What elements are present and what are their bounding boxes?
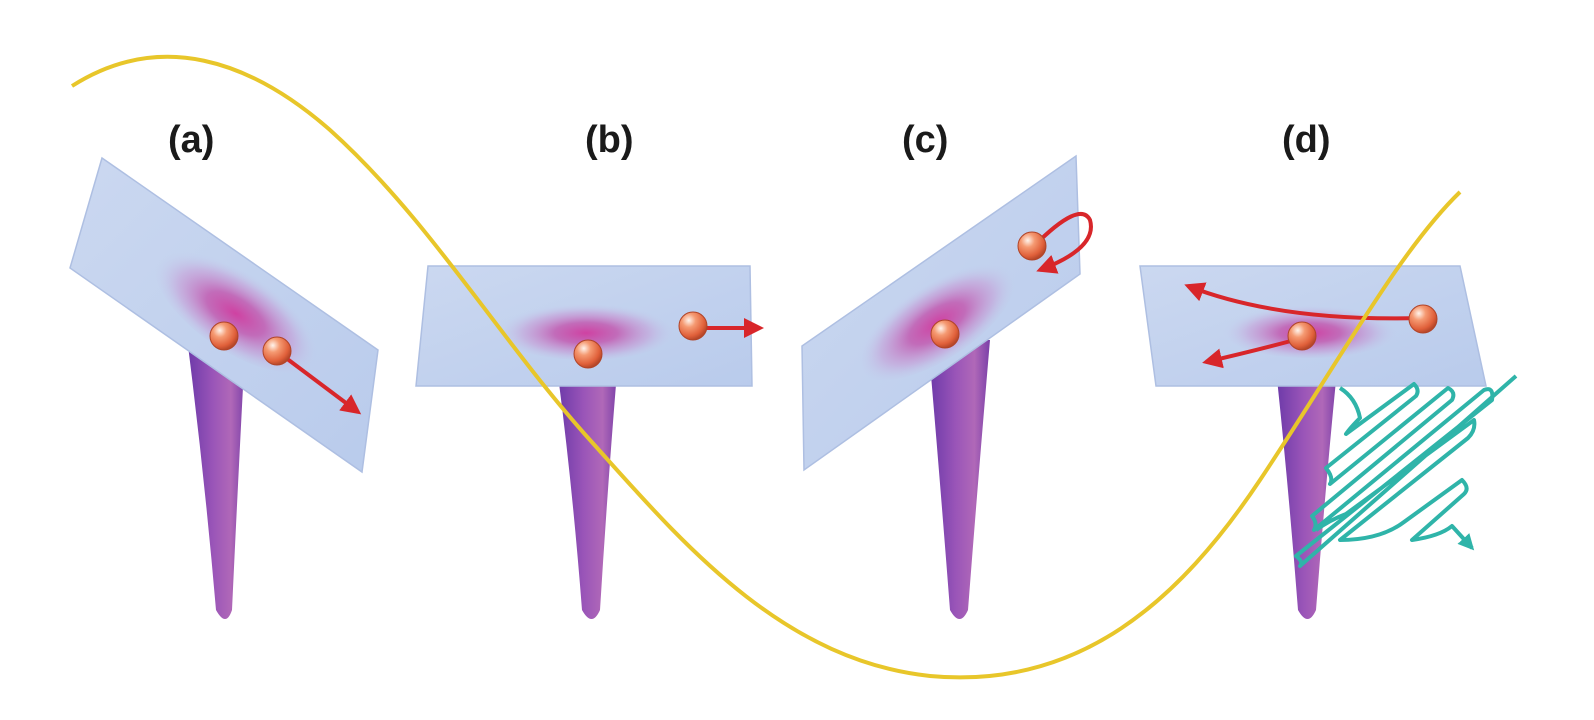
panel-b xyxy=(415,265,764,619)
electron-d2 xyxy=(1408,304,1438,334)
electron-a1 xyxy=(209,321,239,351)
electron-d1 xyxy=(1287,321,1317,351)
electron-b1 xyxy=(573,339,603,369)
tip-a xyxy=(186,330,246,619)
trajectory-loop-c xyxy=(1032,212,1093,274)
tip-d xyxy=(1275,360,1338,619)
electron-c2 xyxy=(1017,231,1047,261)
panel-label-b: (b) xyxy=(585,119,634,161)
trajectory-arrow-a xyxy=(276,350,362,415)
emission-wave-d xyxy=(1294,374,1518,568)
panel-label-a: (a) xyxy=(168,119,214,161)
electron-a2 xyxy=(262,336,292,366)
panel-label-d: (d) xyxy=(1282,119,1331,161)
trajectory-arrow-d1 xyxy=(1184,282,1423,321)
tip-b xyxy=(556,360,618,619)
electron-c1 xyxy=(930,319,960,349)
potential-well-c xyxy=(854,259,1016,381)
panel-d xyxy=(1139,265,1518,619)
driving-field-wave xyxy=(70,54,1462,680)
panel-c xyxy=(801,154,1093,619)
electron-b2 xyxy=(678,311,708,341)
potential-well-b xyxy=(496,300,676,360)
panel-a xyxy=(69,156,379,619)
tip-c xyxy=(928,340,990,619)
panel-label-c: (c) xyxy=(902,119,948,161)
